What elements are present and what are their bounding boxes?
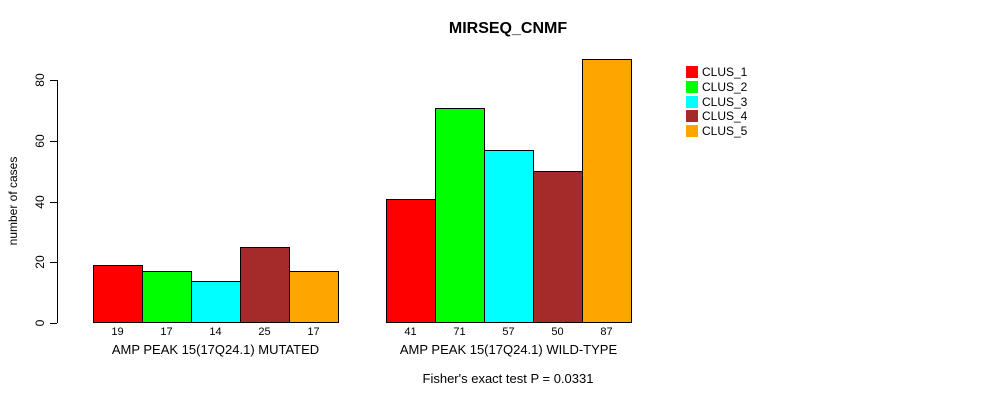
legend-swatch-icon <box>686 95 698 108</box>
bar-group2-clus_5 <box>582 59 632 323</box>
legend-swatch-icon <box>686 124 698 137</box>
group-label-wildtype: AMP PEAK 15(17Q24.1) WILD-TYPE <box>399 342 618 357</box>
legend-label: CLUS_5 <box>702 123 748 138</box>
legend-item-clus_1: CLUS_1 <box>686 65 747 80</box>
y-axis-label: number of cases <box>6 156 20 246</box>
bar-value-label: 57 <box>502 326 515 338</box>
legend-label: CLUS_4 <box>702 109 748 124</box>
y-axis-tick-label: 40 <box>33 195 47 209</box>
legend-item-clus_5: CLUS_5 <box>686 124 747 139</box>
legend-label: CLUS_1 <box>702 65 748 80</box>
y-axis-tick-label: 20 <box>33 255 47 269</box>
bar-group1-clus_4 <box>240 247 290 323</box>
y-axis-tick-label: 60 <box>33 134 47 148</box>
legend-label: CLUS_3 <box>702 94 748 109</box>
bar-value-label: 41 <box>404 326 417 338</box>
y-axis-tick-label: 80 <box>33 73 47 87</box>
bar-group2-clus_3 <box>484 150 534 323</box>
chart-title: MIRSEQ_CNMF <box>448 20 568 37</box>
y-axis-line <box>57 80 58 323</box>
y-axis-tick <box>50 80 57 81</box>
legend-swatch-icon <box>686 66 698 79</box>
bar-value-label: 71 <box>453 326 466 338</box>
fisher-test-caption: Fisher's exact test P = 0.0331 <box>422 371 594 386</box>
legend: CLUS_1 CLUS_2 CLUS_3 CLUS_4 CLUS_5 <box>686 65 747 138</box>
bar-value-label: 17 <box>307 326 320 338</box>
legend-label: CLUS_2 <box>702 79 748 94</box>
legend-item-clus_3: CLUS_3 <box>686 94 747 109</box>
bar-group1-clus_2 <box>142 271 192 323</box>
bar-group2-clus_1 <box>386 199 436 323</box>
legend-swatch-icon <box>686 110 698 123</box>
y-axis-tick <box>50 323 57 324</box>
legend-swatch-icon <box>686 80 698 93</box>
bar-value-label: 50 <box>551 326 564 338</box>
y-axis-tick <box>50 141 57 142</box>
bar-value-label: 25 <box>258 326 271 338</box>
legend-item-clus_2: CLUS_2 <box>686 80 747 95</box>
bar-group1-clus_3 <box>191 281 241 323</box>
bar-value-label: 17 <box>160 326 173 338</box>
group-label-mutated: AMP PEAK 15(17Q24.1) MUTATED <box>111 342 320 357</box>
legend-item-clus_4: CLUS_4 <box>686 109 747 124</box>
bar-value-label: 19 <box>111 326 124 338</box>
bar-group1-clus_1 <box>93 265 143 323</box>
bar-value-label: 87 <box>600 326 613 338</box>
bar-value-label: 14 <box>209 326 222 338</box>
y-axis-tick <box>50 202 57 203</box>
bar-group2-clus_4 <box>533 171 583 323</box>
y-axis-tick-label: 0 <box>33 319 47 327</box>
bar-group1-clus_5 <box>289 271 339 323</box>
y-axis-tick <box>50 262 57 263</box>
bar-group2-clus_2 <box>435 108 485 323</box>
